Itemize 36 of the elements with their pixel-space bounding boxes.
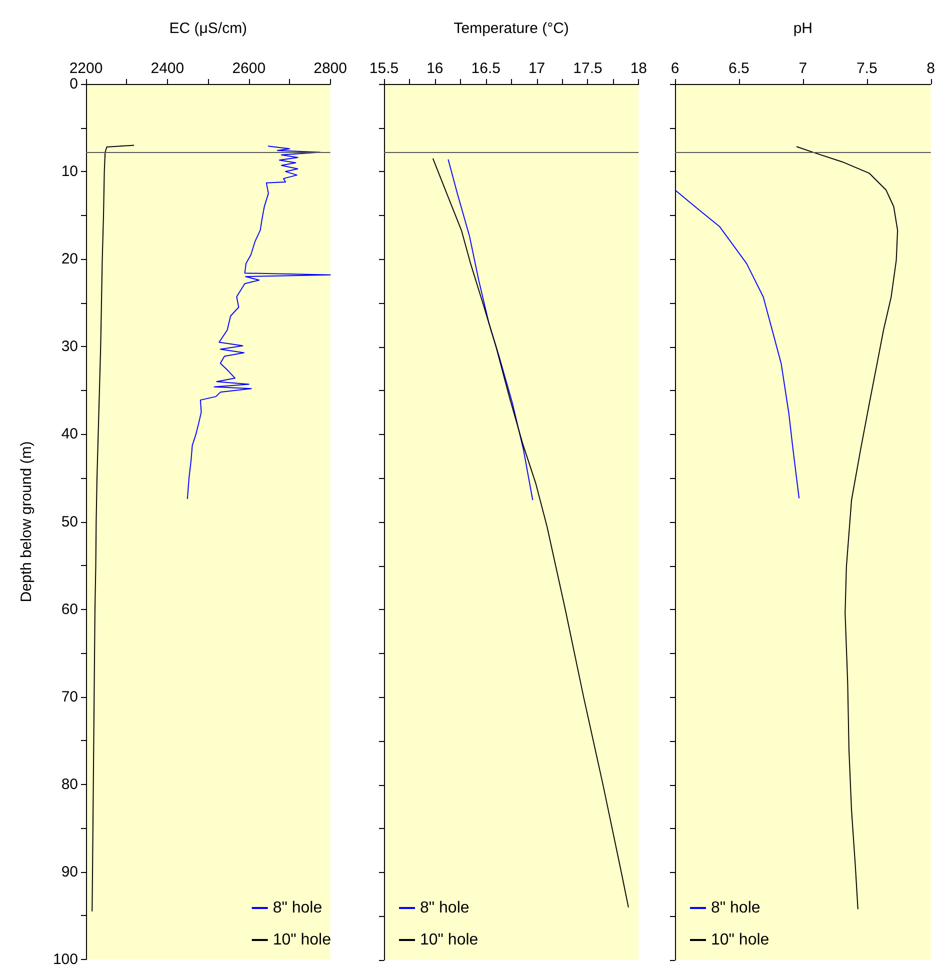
legend-label: 8" hole [272,900,322,916]
y-tick-label: 20 [61,250,78,268]
y-axis-title: Depth below ground (m) [18,441,35,602]
y-tick-label: 10 [61,163,78,180]
x-tick-label: 17 [528,60,546,77]
x-axis-title: Temperature (°C) [454,20,569,37]
y-tick-label: 30 [61,338,78,356]
x-tick-label: 7.5 [856,60,878,77]
x-tick-label: 16 [426,60,444,77]
x-tick-label: 2600 [232,60,266,77]
legend-label: 10" hole [711,932,770,948]
x-tick-label: 6 [670,60,680,77]
y-tick-label: 100 [52,951,78,967]
x-tick-label: 7 [798,60,808,77]
y-tick-label: 60 [61,600,78,618]
legend-label: 10" hole [420,932,478,948]
x-tick-label: 2400 [150,60,184,77]
x-tick-label: 18 [630,60,647,77]
y-tick-label: 90 [61,863,78,880]
y-tick-label: 0 [70,76,78,92]
y-tick-label: 40 [61,426,78,443]
y-tick-label: 70 [61,688,78,706]
legend-label: 10" hole [272,932,332,948]
x-tick-label: 8 [926,60,935,77]
x-tick-label: 6.5 [728,60,750,77]
x-axis-title: EC (μS/cm) [169,20,248,37]
x-tick-label: 15.5 [369,60,399,77]
x-tick-label: 2800 [314,60,348,77]
y-tick-label: 50 [61,513,78,530]
x-tick-label: 16.5 [471,60,500,77]
y-tick-label: 80 [61,776,78,793]
x-tick-label: 17.5 [573,60,602,77]
legend-label: 8" hole [420,900,470,916]
x-axis-title: pH [793,20,813,37]
x-tick-label: 2200 [69,60,103,77]
legend-label: 8" hole [711,900,760,916]
